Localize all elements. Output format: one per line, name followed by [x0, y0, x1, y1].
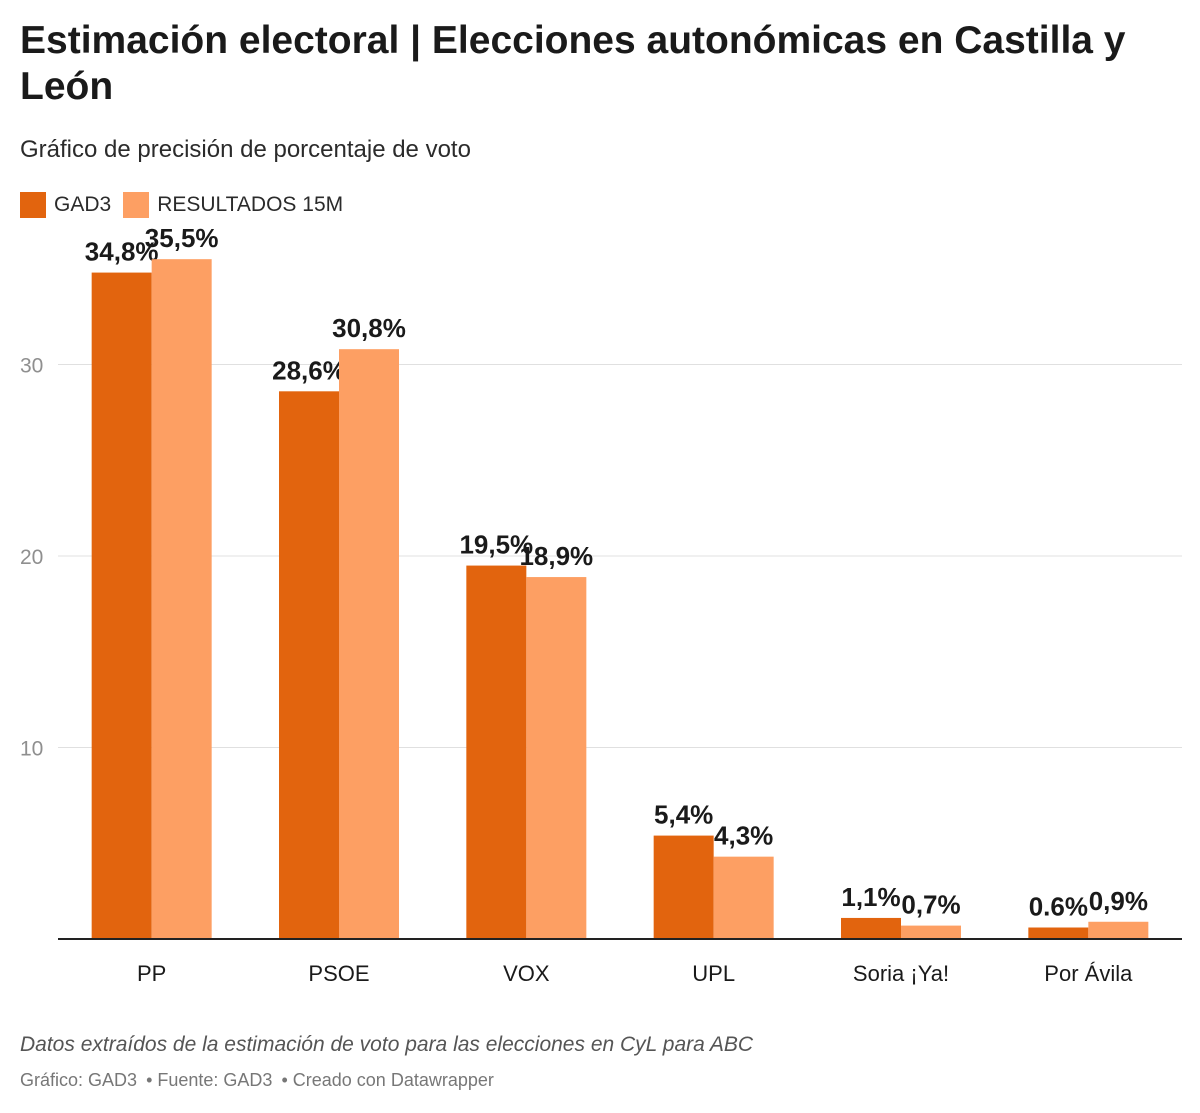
bar	[339, 349, 399, 939]
legend-label-gad3: GAD3	[54, 193, 112, 216]
data-label: 30,8%	[332, 313, 406, 343]
data-label: 28,6%	[272, 355, 346, 385]
chart-title: Estimación electoral | Elecciones autonó…	[20, 19, 1126, 108]
x-tick-label: Soria ¡Ya!	[853, 961, 949, 986]
chart-credits: Gráfico: GAD3 • Fuente: GAD3 • Creado co…	[20, 1070, 498, 1091]
bar	[91, 272, 152, 940]
x-tick-label: PP	[137, 961, 166, 986]
x-tick-label: VOX	[503, 961, 550, 986]
data-label: 19,5%	[459, 530, 533, 560]
data-label: 0.6%	[1029, 892, 1088, 922]
bar	[279, 391, 339, 939]
legend-swatch-resultados	[123, 192, 150, 218]
x-tick-label: PSOE	[308, 961, 369, 986]
x-tick-label: Por Ávila	[1044, 961, 1133, 986]
credit-source: • Fuente: GAD3	[146, 1070, 273, 1090]
bar	[466, 565, 527, 939]
data-label: 18,9%	[519, 541, 593, 571]
bar	[1028, 927, 1089, 939]
bar	[151, 259, 212, 939]
data-label: 0,9%	[1089, 886, 1148, 916]
data-label: 4,3%	[714, 821, 773, 851]
bar	[1088, 921, 1149, 939]
x-tick-label: UPL	[692, 961, 735, 986]
y-tick-label: 20	[20, 546, 43, 569]
chart-notes: Datos extraídos de la estimación de voto…	[20, 1033, 754, 1056]
data-label: 0,7%	[901, 890, 960, 920]
data-label: 35,5%	[145, 223, 219, 253]
data-label: 5,4%	[654, 800, 713, 830]
bar	[901, 925, 961, 939]
chart-subtitle: Gráfico de precisión de porcentaje de vo…	[20, 136, 471, 163]
bar	[841, 917, 901, 939]
legend-label-resultados: RESULTADOS 15M	[157, 193, 344, 216]
legend: GAD3 RESULTADOS 15M	[20, 191, 355, 219]
legend-swatch-gad3	[20, 192, 46, 218]
credit-tool: • Creado con Datawrapper	[281, 1070, 494, 1090]
legend-item-resultados: RESULTADOS 15M	[123, 192, 343, 218]
data-label: 1,1%	[841, 882, 900, 912]
credit-chart: Gráfico: GAD3	[20, 1070, 138, 1090]
legend-item-gad3: GAD3	[20, 192, 111, 218]
bar	[526, 577, 587, 939]
bar	[713, 856, 774, 939]
y-tick-label: 10	[20, 738, 43, 761]
bar-chart: 10 20 30 34,8%35,5% PP 28,6% 30,8% PSOE 19,5%18,…	[20, 223, 1182, 986]
bar	[653, 835, 714, 939]
data-label: 34,8%	[85, 237, 159, 267]
y-tick-label: 30	[20, 355, 43, 378]
